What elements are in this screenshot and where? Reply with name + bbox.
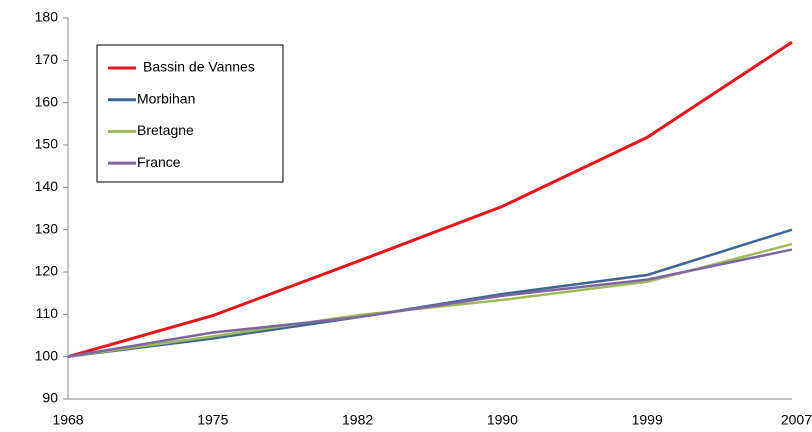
x-tick-label: 1982	[342, 412, 373, 428]
y-tick-label: 180	[35, 9, 59, 25]
y-tick-label: 110	[36, 305, 59, 321]
legend-label: Morbihan	[137, 90, 195, 106]
y-tick-label: 120	[35, 263, 59, 279]
y-tick-label: 130	[35, 220, 59, 236]
legend-label: Bretagne	[137, 122, 194, 138]
y-tick-label: 160	[35, 93, 59, 109]
legend-label: Bassin de Vannes	[143, 59, 255, 75]
legend-label: France	[137, 154, 181, 170]
x-tick-label: 1999	[632, 412, 663, 428]
x-tick-label: 2007	[781, 412, 812, 428]
y-tick-label: 150	[35, 136, 59, 152]
legend: Bassin de Vannes Morbihan Bretagne France	[96, 44, 284, 183]
x-tick-label: 1990	[487, 412, 518, 428]
series-line	[67, 248, 793, 358]
y-tick-label: 90	[42, 390, 58, 406]
x-tick-label: 1968	[52, 412, 83, 428]
y-tick-label: 140	[35, 178, 59, 194]
y-tick-label: 170	[35, 51, 59, 67]
x-tick-label: 1975	[197, 412, 228, 428]
series-line	[67, 40, 793, 359]
y-tick-label: 100	[35, 347, 59, 363]
